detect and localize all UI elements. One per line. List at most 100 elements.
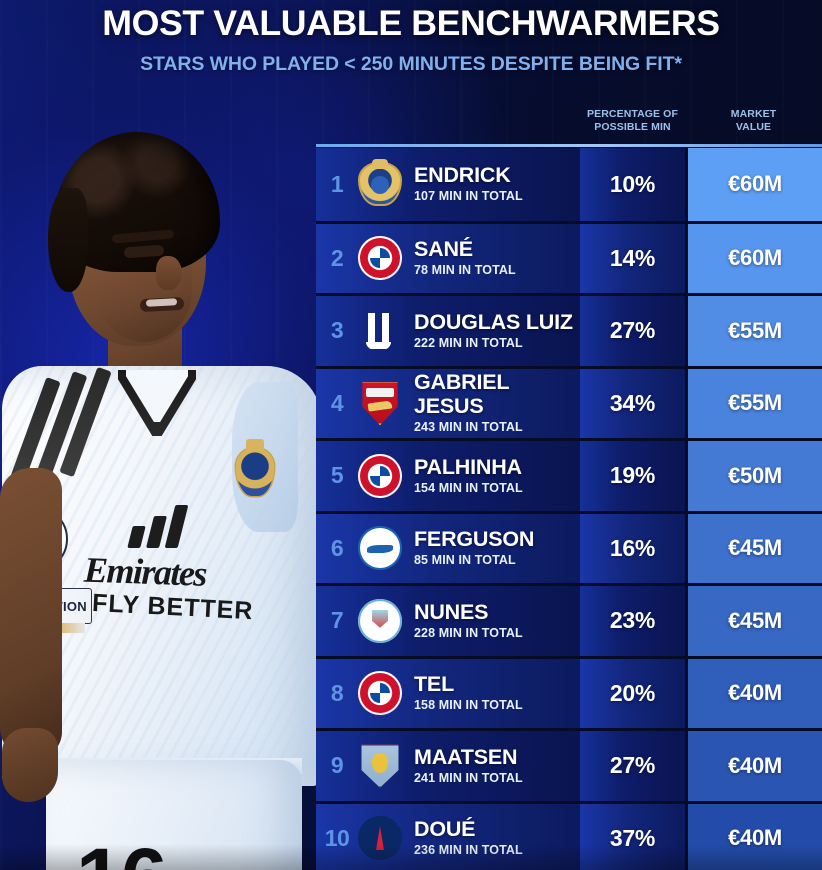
table-row[interactable]: 8 TEL 158 MIN IN TOTAL 20% €40M: [316, 655, 822, 728]
psg-crest-icon: [358, 816, 402, 861]
row-percentage: 23%: [580, 586, 685, 656]
row-market-value: €50M: [685, 441, 822, 511]
header: MOST VALUABLE BENCHWARMERS STARS WHO PLA…: [0, 0, 822, 100]
bha-crest-icon: [358, 526, 402, 571]
row-left-cell: 1 ENDRICK 107 MIN IN TOTAL: [316, 148, 580, 221]
avl-crest-icon: [361, 744, 399, 788]
row-percentage: 14%: [580, 223, 685, 293]
row-rank: 7: [330, 607, 344, 634]
row-percentage: 19%: [580, 441, 685, 511]
player-minutes: 241 MIN IN TOTAL: [414, 770, 523, 785]
arm-left: [0, 468, 62, 758]
row-percentage: 20%: [580, 658, 685, 728]
row-market-value: €60M: [685, 223, 822, 293]
row-rank: 6: [330, 534, 344, 561]
player-minutes: 243 MIN IN TOTAL: [414, 420, 523, 435]
row-percentage: 16%: [580, 513, 685, 583]
table-row[interactable]: 9 MAATSEN 241 MIN IN TOTAL 27% €40M: [316, 728, 822, 801]
row-name-block: DOUÉ 236 MIN IN TOTAL: [402, 817, 580, 859]
fcb-crest-icon: [358, 671, 402, 716]
player-name: PALHINHA: [414, 454, 522, 479]
player-name: TEL: [414, 672, 455, 697]
row-name-block: PALHINHA 154 MIN IN TOTAL: [402, 455, 580, 497]
player-minutes: 236 MIN IN TOTAL: [414, 843, 523, 858]
club-crest: [358, 671, 402, 716]
row-market-value: €40M: [685, 803, 822, 870]
shirt-number: 16: [76, 830, 206, 870]
row-name-block: FERGUSON 85 MIN IN TOTAL: [402, 527, 580, 569]
player-minutes: 78 MIN IN TOTAL: [414, 263, 516, 278]
row-left-cell: 3 DOUGLAS LUIZ 222 MIN IN TOTAL: [316, 296, 580, 366]
row-left-cell: 9 MAATSEN 241 MIN IN TOTAL: [316, 731, 580, 801]
player-minutes: 154 MIN IN TOTAL: [414, 480, 523, 495]
table-row[interactable]: 2 SANÉ 78 MIN IN TOTAL 14% €60M: [316, 220, 822, 293]
row-percentage: 27%: [580, 296, 685, 366]
page-title: MOST VALUABLE BENCHWARMERS: [102, 4, 720, 43]
table-row[interactable]: 4 GABRIEL JESUS 243 MIN IN TOTAL 34% €55M: [316, 365, 822, 438]
row-rank: 2: [330, 244, 344, 271]
row-percentage: 27%: [580, 731, 685, 801]
row-name-block: TEL 158 MIN IN TOTAL: [402, 672, 580, 714]
row-market-value: €45M: [685, 586, 822, 656]
row-name-block: NUNES 228 MIN IN TOTAL: [402, 600, 580, 642]
row-market-value: €40M: [685, 658, 822, 728]
column-header-market-line1: MARKET: [730, 108, 777, 120]
club-crest: [358, 453, 402, 498]
juv-crest-icon: [358, 309, 402, 353]
row-left-cell: 2 SANÉ 78 MIN IN TOTAL: [316, 223, 580, 293]
column-header-market-value: MARKET VALUE: [685, 108, 822, 134]
row-rank: 10: [324, 824, 350, 851]
player-name: SANÉ: [414, 237, 473, 262]
row-rank: 8: [330, 679, 344, 706]
table-row[interactable]: 1 ENDRICK 107 MIN IN TOTAL 10% €60M: [316, 148, 822, 221]
player-photo: Emirates FLY BETTER 15 NDATION 16: [0, 70, 324, 870]
club-crest: [358, 159, 402, 207]
row-market-value: €60M: [685, 148, 822, 221]
club-crest: [358, 816, 402, 861]
adidas-logo-icon: [127, 504, 194, 548]
table-row[interactable]: 5 PALHINHA 154 MIN IN TOTAL 19% €50M: [316, 438, 822, 511]
row-market-value: €45M: [685, 513, 822, 583]
shirt-sponsor-text: Emirates: [83, 549, 207, 594]
hand-left: [2, 728, 58, 802]
player-minutes: 158 MIN IN TOTAL: [414, 698, 523, 713]
row-left-cell: 10 DOUÉ 236 MIN IN TOTAL: [316, 803, 580, 870]
player-minutes: 85 MIN IN TOTAL: [414, 553, 516, 568]
table-row[interactable]: 10 DOUÉ 236 MIN IN TOTAL 37% €40M: [316, 800, 822, 870]
shorts: [46, 760, 302, 870]
page-subtitle: STARS WHO PLAYED < 250 MINUTES DESPITE B…: [140, 53, 682, 75]
fcb-crest-icon: [358, 453, 402, 498]
player-name: DOUÉ: [414, 817, 476, 842]
player-name: NUNES: [414, 599, 489, 624]
player-minutes: 107 MIN IN TOTAL: [414, 189, 523, 204]
real-madrid-crest-icon: [236, 439, 274, 496]
table-row[interactable]: 6 FERGUSON 85 MIN IN TOTAL 16% €45M: [316, 510, 822, 583]
row-left-cell: 4 GABRIEL JESUS 243 MIN IN TOTAL: [316, 368, 580, 438]
row-percentage: 34%: [580, 368, 685, 438]
row-left-cell: 7 NUNES 228 MIN IN TOTAL: [316, 586, 580, 656]
player-name: DOUGLAS LUIZ: [414, 309, 573, 334]
club-crest: [358, 526, 402, 571]
fcb-crest-icon: [358, 236, 402, 281]
row-name-block: MAATSEN 241 MIN IN TOTAL: [402, 745, 580, 787]
row-left-cell: 5 PALHINHA 154 MIN IN TOTAL: [316, 441, 580, 511]
player-name: MAATSEN: [414, 744, 518, 769]
player-name: GABRIEL JESUS: [414, 370, 509, 419]
row-market-value: €55M: [685, 296, 822, 366]
club-crest: [358, 381, 402, 426]
ars-crest-icon: [362, 382, 398, 426]
benchwarmers-table: 1 ENDRICK 107 MIN IN TOTAL 10% €60M 2 SANÉ 78 M…: [316, 148, 822, 870]
table-row[interactable]: 7 NUNES 228 MIN IN TOTAL 23% €45M: [316, 583, 822, 656]
player-name: FERGUSON: [414, 527, 535, 552]
player-minutes: 228 MIN IN TOTAL: [414, 625, 523, 640]
row-name-block: ENDRICK 107 MIN IN TOTAL: [402, 163, 580, 205]
club-crest: [358, 309, 402, 353]
player-name: ENDRICK: [414, 163, 511, 188]
nose: [156, 256, 182, 290]
row-left-cell: 8 TEL 158 MIN IN TOTAL: [316, 658, 580, 728]
mci-crest-icon: [358, 598, 402, 643]
player-minutes: 222 MIN IN TOTAL: [414, 335, 523, 350]
row-name-block: DOUGLAS LUIZ 222 MIN IN TOTAL: [402, 310, 580, 352]
table-row[interactable]: 3 DOUGLAS LUIZ 222 MIN IN TOTAL 27% €55M: [316, 293, 822, 366]
row-rank: 9: [330, 752, 344, 779]
